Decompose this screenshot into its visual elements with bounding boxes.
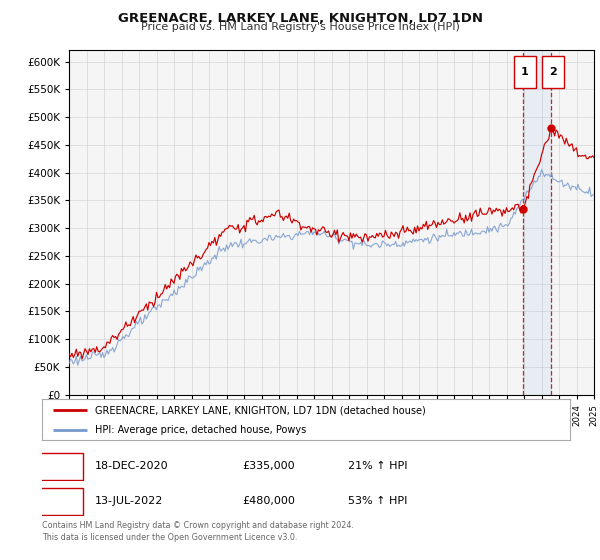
- FancyBboxPatch shape: [514, 55, 536, 88]
- Text: 1: 1: [53, 460, 62, 473]
- Text: 21% ↑ HPI: 21% ↑ HPI: [348, 461, 408, 472]
- Text: 18-DEC-2020: 18-DEC-2020: [95, 461, 169, 472]
- Text: GREENACRE, LARKEY LANE, KNIGHTON, LD7 1DN: GREENACRE, LARKEY LANE, KNIGHTON, LD7 1D…: [118, 12, 482, 25]
- Text: 13-JUL-2022: 13-JUL-2022: [95, 496, 163, 506]
- Bar: [523, 50, 551, 395]
- Text: 2: 2: [53, 494, 62, 508]
- Text: HPI: Average price, detached house, Powys: HPI: Average price, detached house, Powy…: [95, 424, 306, 435]
- Text: Price paid vs. HM Land Registry's House Price Index (HPI): Price paid vs. HM Land Registry's House …: [140, 22, 460, 32]
- Text: Contains HM Land Registry data © Crown copyright and database right 2024.
This d: Contains HM Land Registry data © Crown c…: [42, 521, 354, 542]
- Text: £480,000: £480,000: [242, 496, 296, 506]
- FancyBboxPatch shape: [31, 454, 83, 480]
- Text: 1: 1: [521, 67, 529, 77]
- Text: £335,000: £335,000: [242, 461, 295, 472]
- Text: 53% ↑ HPI: 53% ↑ HPI: [348, 496, 407, 506]
- FancyBboxPatch shape: [31, 488, 83, 515]
- Text: 2: 2: [549, 67, 557, 77]
- FancyBboxPatch shape: [542, 55, 563, 88]
- Text: GREENACRE, LARKEY LANE, KNIGHTON, LD7 1DN (detached house): GREENACRE, LARKEY LANE, KNIGHTON, LD7 1D…: [95, 405, 425, 415]
